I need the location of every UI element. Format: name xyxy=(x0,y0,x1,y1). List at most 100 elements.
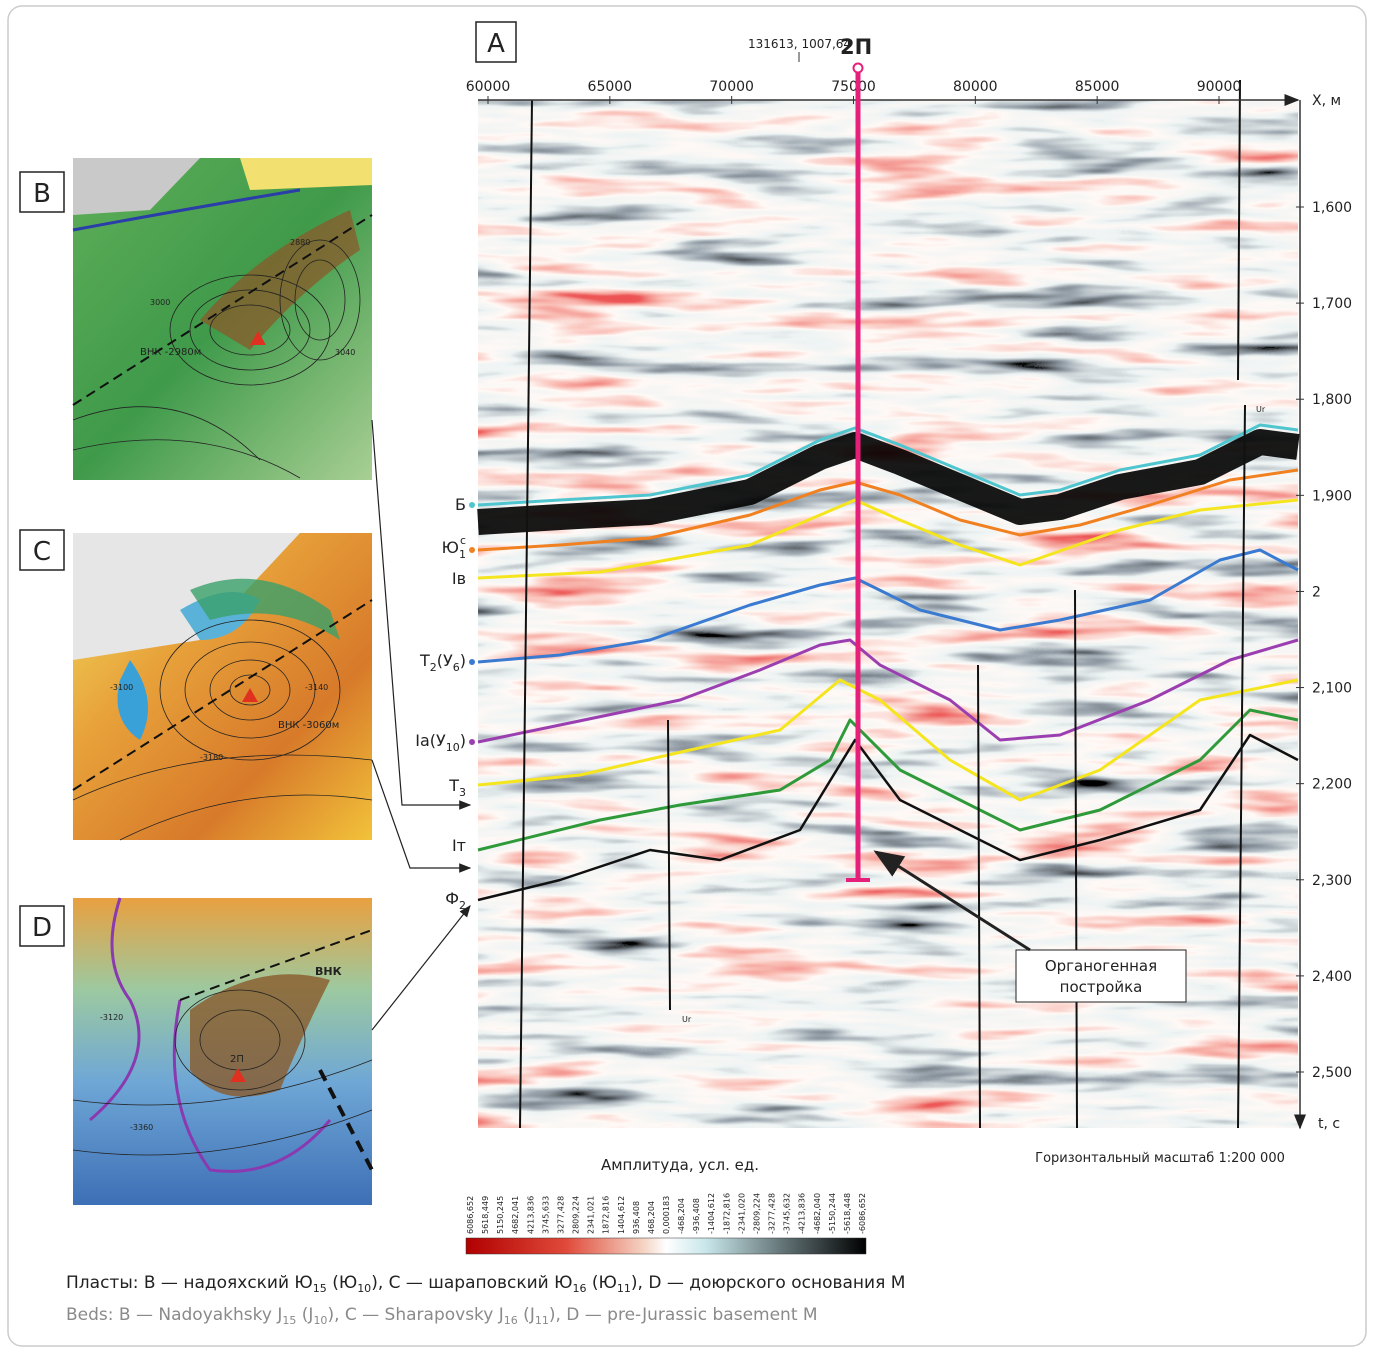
x-tick-label: 75000 xyxy=(831,79,876,95)
x-tick-label: 90000 xyxy=(1197,79,1242,95)
colorbar-tick-label: -2809,224 xyxy=(752,1193,761,1234)
horizon-label: Ю1c xyxy=(442,534,466,561)
caption-part: 11 xyxy=(535,1314,549,1327)
annotation: Органогенная xyxy=(1045,957,1157,975)
colorbar-tick-label: 0,000183 xyxy=(662,1196,671,1234)
panel-labels: A B C D xyxy=(19,21,517,947)
caption-part: 16 xyxy=(504,1314,518,1327)
colorbar-tick-label: 4213,836 xyxy=(526,1196,535,1234)
colorbar-ticks: 6086,652 5618,449 5150,245 4682,041 4213,836… xyxy=(466,1193,867,1234)
horizons xyxy=(477,423,1300,902)
map-label: 2П xyxy=(230,1054,244,1065)
t-tick-label: 1,700 xyxy=(1312,296,1352,312)
map-label: 2880 xyxy=(290,238,310,247)
x-axis-label: X, м xyxy=(1312,93,1341,109)
horizon-label: Iт xyxy=(452,836,466,855)
t-tick-label: 1,600 xyxy=(1312,200,1352,216)
colorbar-tick-label: -468,204 xyxy=(677,1198,686,1234)
annotation: постройка xyxy=(1060,978,1143,996)
x-tick-label: 60000 xyxy=(466,79,511,95)
map-label: -3140 xyxy=(305,683,328,692)
colorbar-tick-label: 3745,633 xyxy=(541,1196,550,1234)
connectors xyxy=(371,419,472,1031)
faults xyxy=(519,79,1246,1129)
horizon-label: Т3 xyxy=(448,776,466,799)
colorbar-tick-label: 1872,816 xyxy=(602,1196,611,1234)
caption-part: ), D — доюрского основания М xyxy=(631,1273,906,1293)
t-tick-label: 2,200 xyxy=(1312,777,1352,793)
caption-part: (Ю xyxy=(327,1273,357,1293)
colorbar-tick-label: -5618,448 xyxy=(843,1193,852,1234)
colorbar-tick-label: -936,408 xyxy=(692,1198,701,1234)
map-label: -3360 xyxy=(130,1123,153,1132)
x-tick-label: 85000 xyxy=(1075,79,1120,95)
colorbar-tick-label: 3277,428 xyxy=(556,1196,565,1234)
panel-label: B xyxy=(33,179,51,209)
colorbar-tick-label: 5150,245 xyxy=(496,1196,505,1234)
t-tick-label: 2,500 xyxy=(1312,1065,1352,1081)
t-ticks: 1,600 1,700 1,800 1,900 2 2,100 2,200 2,300 2,40… xyxy=(1296,200,1352,1081)
horizontal-scale: Горизонтальный масштаб 1:200 000 xyxy=(1035,1151,1285,1166)
map-label: 3000 xyxy=(150,298,170,307)
map-label: -3100 xyxy=(110,683,133,692)
caption-part: (J xyxy=(518,1305,535,1325)
colorbar-tick-label: 2809,224 xyxy=(572,1196,581,1234)
caption-part: Пласты: B — надояхский Ю xyxy=(66,1273,313,1293)
caption-ru: Пласты: B — надояхский Ю15 (Ю10), C — ша… xyxy=(66,1273,905,1295)
colorbar-tick-label: 468,204 xyxy=(647,1201,656,1234)
colorbar xyxy=(465,1237,867,1255)
caption-part: ), C — Sharapovsky J xyxy=(327,1305,503,1325)
caption-part: 11 xyxy=(617,1282,631,1295)
colorbar-tick-label: -4213,836 xyxy=(798,1193,807,1234)
colorbar-tick-label: -5150,244 xyxy=(828,1193,837,1234)
well-name: 2П xyxy=(840,35,872,59)
caption-part: ), D — pre-Jurassic basement M xyxy=(549,1305,818,1325)
map-label: ВНК xyxy=(315,965,342,978)
panel-label: C xyxy=(33,537,51,567)
map-label: 3040 xyxy=(335,348,355,357)
colorbar-tick-label: -3277,428 xyxy=(768,1193,777,1234)
annotation-arrow xyxy=(873,850,1031,952)
x-tick-label: 65000 xyxy=(588,79,633,95)
caption-part: 16 xyxy=(573,1282,587,1295)
x-tick-label: 80000 xyxy=(953,79,998,95)
colorbar-tick-label: 5618,449 xyxy=(481,1196,490,1234)
caption-part: (J xyxy=(296,1305,313,1325)
map-d: ВНК 2П -3120 -3360 xyxy=(72,897,374,1205)
t-axis-label: t, с xyxy=(1318,1116,1340,1132)
map-label: -3120 xyxy=(100,1013,123,1022)
colorbar-tick-label: 1404,612 xyxy=(617,1196,626,1234)
horizon-label: Ia(У10) xyxy=(415,731,466,754)
t-tick-label: 2,300 xyxy=(1312,873,1352,889)
colorbar-tick-label: -6086,652 xyxy=(858,1193,867,1234)
horizon-label: Т2(У6) xyxy=(419,651,466,674)
caption-part: 15 xyxy=(313,1282,327,1295)
caption-part: (Ю xyxy=(587,1273,617,1293)
t-tick-label: 1,900 xyxy=(1312,488,1352,504)
fault-label: Ur xyxy=(1256,405,1266,414)
colorbar-tick-label: 936,408 xyxy=(632,1201,641,1234)
colorbar-tick-label: 2341,021 xyxy=(587,1196,596,1234)
panel-label: A xyxy=(487,29,505,59)
colorbar-tick-label: -2341,020 xyxy=(737,1193,746,1234)
x-tick-label: 70000 xyxy=(709,79,754,95)
colorbar-tick-label: 6086,652 xyxy=(466,1196,475,1234)
caption-part: Beds: B — Nadoyakhsky J xyxy=(66,1305,282,1325)
horizon-label: Iв xyxy=(452,569,466,588)
colorbar-title: Амплитуда, усл. ед. xyxy=(601,1156,759,1174)
colorbar-tick-label: -3745,632 xyxy=(783,1193,792,1234)
well-head xyxy=(852,62,864,74)
horizon-markers xyxy=(469,502,475,745)
map-c: ВНК -3060м -3100 -3140 -3180 xyxy=(72,533,373,841)
caption-part: 15 xyxy=(282,1314,296,1327)
t-tick-label: 2,100 xyxy=(1312,681,1352,697)
caption-part: ), C — шараповский Ю xyxy=(371,1273,572,1293)
seismic-section: Ur Ur X, м t, с 60000 65000 70000 75000 8000… xyxy=(415,35,1352,1166)
annotation-box xyxy=(1015,949,1187,1003)
colorbar-tick-label: -4682,040 xyxy=(813,1193,822,1234)
caption-part: 10 xyxy=(357,1282,371,1295)
colorbar-tick-label: -1404,612 xyxy=(707,1193,716,1234)
caption-en: Beds: B — Nadoyakhsky J15 (J10), C — Sha… xyxy=(66,1305,818,1327)
horizon-label: Б xyxy=(455,495,466,514)
